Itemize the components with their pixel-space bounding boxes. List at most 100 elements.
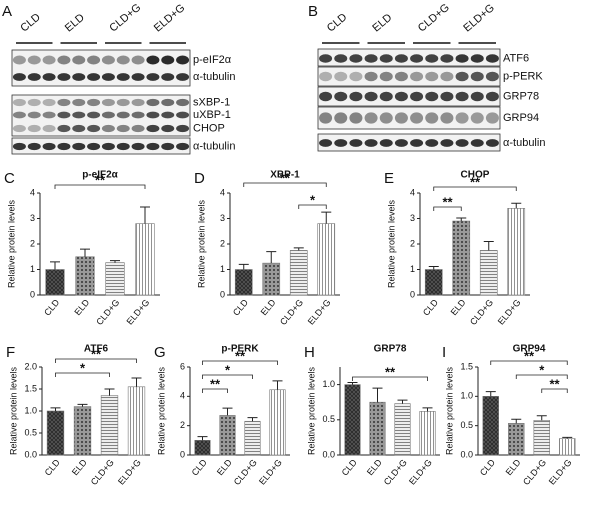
x-tick-label: ELD [504, 457, 523, 477]
error-bar [104, 388, 115, 396]
x-tick-label: CLD [478, 457, 498, 478]
chart-title: XBP-1 [270, 170, 300, 181]
error-bar [77, 403, 88, 407]
band [116, 142, 130, 151]
lane-label: CLD+G [107, 2, 143, 35]
band [116, 98, 130, 107]
band [101, 142, 115, 151]
error-bar [372, 387, 383, 403]
error-bar [347, 381, 358, 385]
y-tick-label: 1 [410, 264, 415, 274]
band [455, 71, 469, 82]
band [131, 55, 145, 65]
significance-bracket [55, 372, 110, 377]
band [176, 73, 190, 81]
band-label: p-PERK [503, 70, 543, 82]
band [27, 124, 41, 133]
band [394, 54, 408, 63]
y-tick-label: 1 [220, 264, 225, 274]
y-tick-label: 1.5 [460, 361, 473, 371]
band [470, 91, 484, 102]
bar [533, 420, 550, 456]
panel-letter: A [2, 3, 12, 20]
bar [482, 396, 499, 456]
band [364, 112, 378, 124]
band [72, 124, 86, 133]
band [334, 112, 348, 124]
band [116, 124, 130, 133]
band [72, 142, 86, 151]
band [470, 139, 484, 147]
y-tick-label: 4 [30, 187, 35, 197]
bar [244, 420, 261, 456]
bar [424, 269, 443, 296]
significance-bracket [515, 374, 568, 379]
blot-box [317, 48, 501, 67]
y-tick-label: 0.5 [24, 427, 37, 437]
x-tick-label: CLD+G [521, 457, 548, 487]
band [42, 124, 56, 133]
significance-label: * [80, 360, 86, 375]
y-axis-label: Relative protein levels [6, 199, 16, 288]
band [319, 112, 333, 124]
bar [508, 423, 525, 456]
band [27, 55, 41, 65]
band [379, 91, 393, 102]
significance-bracket [433, 206, 462, 211]
x-tick-label: CLD+G [382, 457, 409, 487]
x-tick-label: CLD [231, 297, 251, 318]
error-bar [131, 377, 142, 387]
chart-title: GRP94 [513, 344, 546, 355]
y-axis-label: Relative protein levels [156, 366, 166, 455]
band [161, 55, 175, 65]
significance-label: ** [280, 170, 291, 185]
error-bar [50, 407, 61, 411]
band [410, 139, 424, 147]
band-label: sXBP-1 [193, 96, 230, 108]
bar [507, 208, 526, 296]
band-label: ATF6 [503, 52, 529, 64]
band [87, 98, 101, 107]
x-tick-label: ELD [72, 297, 91, 317]
band-label: α-tubulin [503, 137, 545, 149]
band [410, 112, 424, 124]
bar [127, 386, 146, 456]
band [440, 91, 454, 102]
band [379, 71, 393, 82]
band [319, 71, 333, 82]
x-tick-label: ELD [365, 457, 384, 477]
error-bar [485, 391, 496, 397]
band [101, 73, 115, 81]
blot-box [11, 94, 191, 137]
band [410, 91, 424, 102]
bar [559, 438, 576, 456]
x-tick-label: CLD+G [278, 297, 305, 327]
y-tick-label: 6 [180, 361, 185, 371]
error-bar [272, 380, 283, 390]
band [146, 73, 160, 81]
significance-bracket [490, 360, 568, 365]
band [146, 124, 160, 133]
band [12, 124, 26, 133]
y-tick-label: 0 [410, 289, 415, 299]
y-tick-label: 2 [30, 238, 35, 248]
band [440, 54, 454, 63]
significance-label: ** [95, 172, 106, 187]
bar [479, 250, 498, 296]
error-bar [140, 206, 150, 224]
significance-label: * [539, 362, 545, 377]
band [379, 139, 393, 147]
bar [262, 262, 281, 296]
band [87, 142, 101, 151]
band [176, 124, 190, 133]
bar [344, 384, 361, 456]
band [131, 73, 145, 81]
error-bar [247, 417, 258, 422]
band [42, 73, 56, 81]
band [364, 71, 378, 82]
band-label: α-tubulin [193, 71, 235, 83]
band [319, 139, 333, 147]
chart-title: p-eIF2α [82, 170, 118, 181]
band [12, 142, 26, 151]
significance-label: ** [235, 348, 246, 363]
